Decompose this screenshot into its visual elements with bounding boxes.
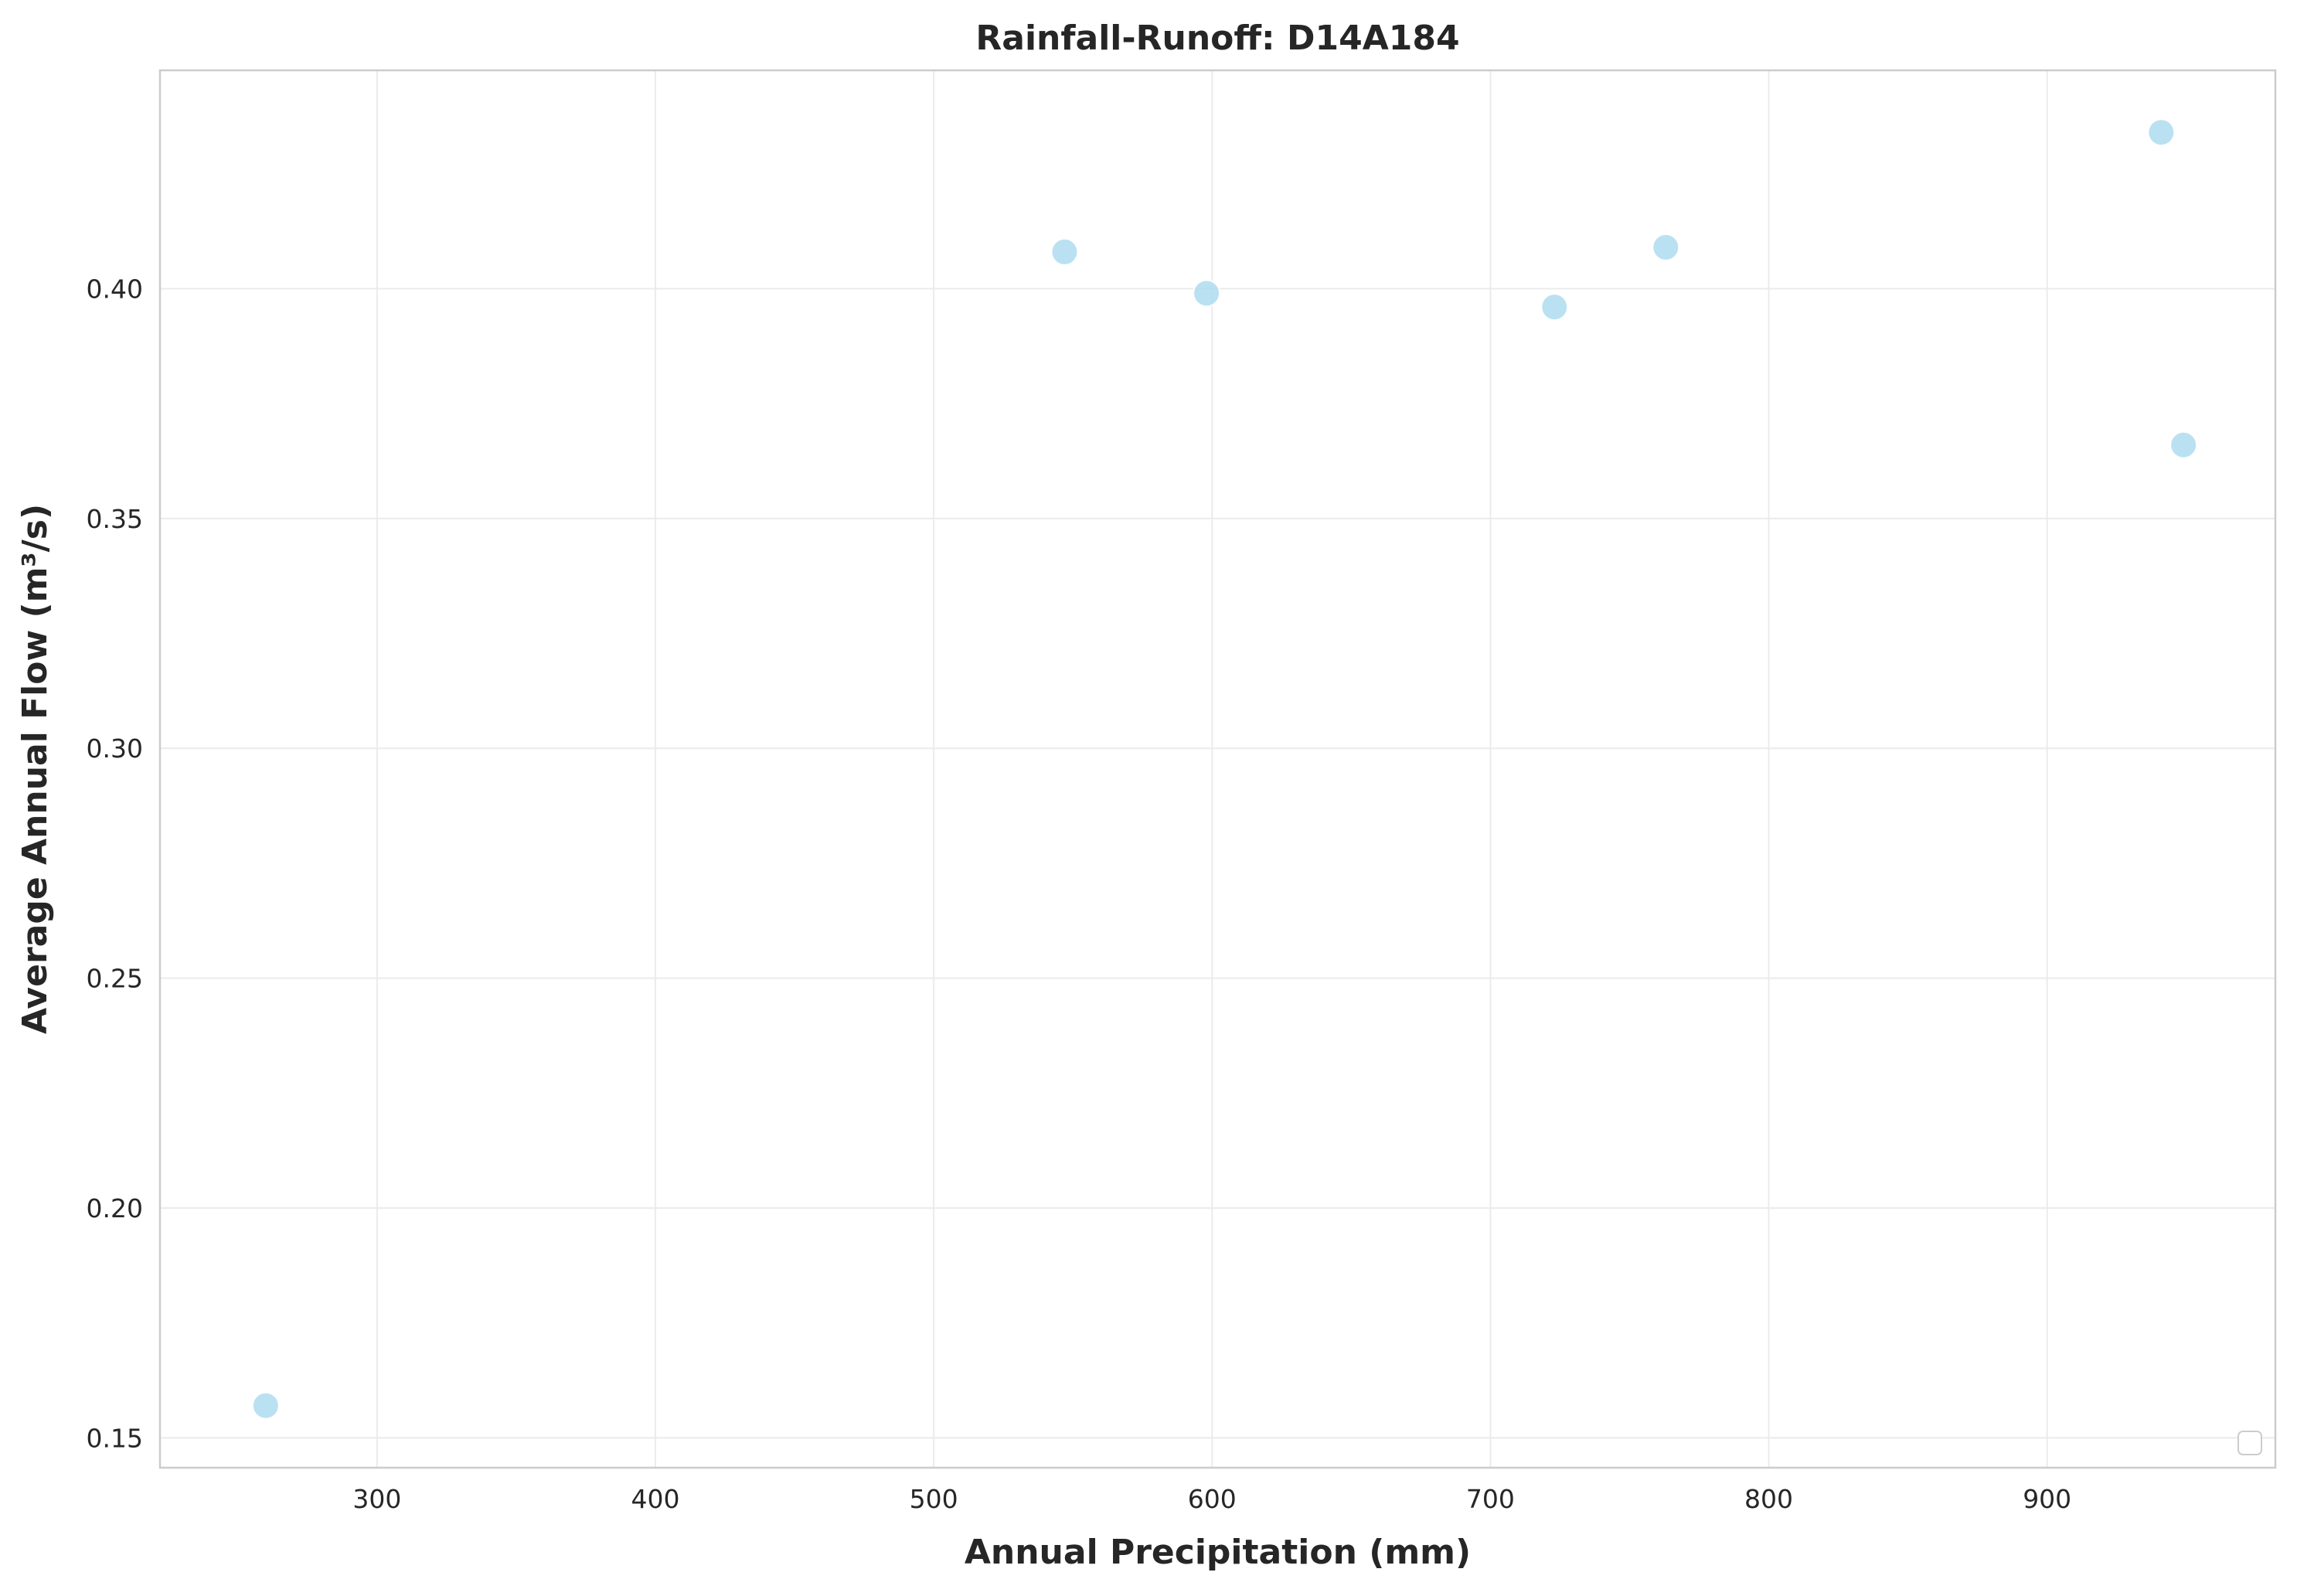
x-axis-ticks: 300 400 500 600 700 800 900 [352,1484,2071,1514]
x-tick-label: 300 [352,1484,401,1514]
x-tick-label: 700 [1466,1484,1515,1514]
data-point [1050,237,1079,266]
data-point [251,1391,280,1420]
data-points [251,118,2198,1420]
y-tick-label: 0.20 [87,1193,143,1223]
gridlines [160,70,2275,1468]
data-point [1540,293,1569,322]
data-point [1652,233,1680,261]
x-tick-label: 800 [1744,1484,1793,1514]
y-tick-label: 0.30 [87,733,143,764]
legend-box [2237,1431,2262,1455]
plot-area-frame [158,69,2277,1469]
x-tick-label: 600 [1188,1484,1237,1514]
chart-title: Rainfall-Runoff: D14A184 [975,19,1459,58]
y-axis-label: Average Annual Flow (m³/s) [15,504,55,1034]
data-point [2169,430,2198,459]
y-tick-label: 0.35 [87,504,143,534]
y-axis-ticks: 0.15 0.20 0.25 0.30 0.35 0.40 [87,274,143,1454]
y-tick-label: 0.25 [87,964,143,994]
y-tick-label: 0.15 [87,1423,143,1453]
x-tick-label: 900 [2023,1484,2071,1514]
y-tick-label: 0.40 [87,274,143,305]
x-tick-label: 400 [631,1484,680,1514]
x-axis-label: Annual Precipitation (mm) [965,1533,1471,1572]
data-point [1193,279,1221,308]
x-tick-label: 500 [910,1484,958,1514]
data-point [2147,118,2176,147]
